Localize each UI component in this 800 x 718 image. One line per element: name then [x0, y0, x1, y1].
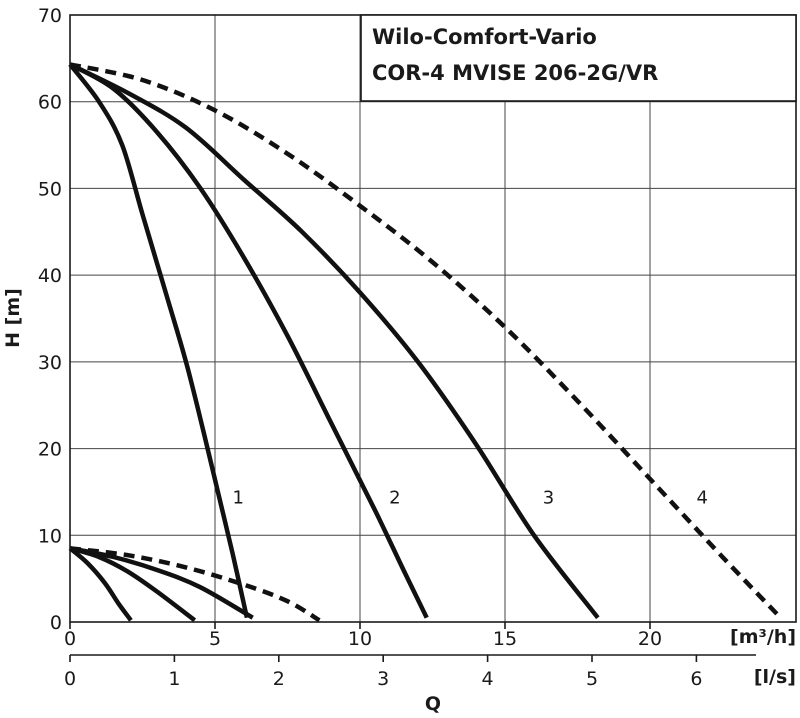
x-tick-label: 10 [348, 628, 372, 650]
curve-3-low [69, 546, 254, 620]
y-tick-label: 20 [38, 439, 62, 461]
curve-label-4: 4 [696, 487, 707, 508]
x-secondary-tick-labels: 0 1 2 3 4 5 6 [64, 655, 702, 690]
curve-labels: 1 2 3 4 [232, 487, 707, 508]
y-tick-label: 60 [38, 92, 62, 114]
y-tick-labels: 0 10 20 30 40 50 60 70 [38, 5, 62, 634]
grid-lines [70, 15, 796, 622]
y-tick-label: 30 [38, 352, 62, 374]
curve-label-2: 2 [389, 487, 400, 508]
x2-tick-label: 4 [482, 668, 494, 690]
x-tick-label: 15 [493, 628, 517, 650]
y-tick-label: 40 [38, 265, 62, 287]
title-line-1: Wilo-Comfort-Vario [372, 25, 597, 49]
y-axis-label: H [m] [2, 288, 24, 348]
curve-1 [68, 63, 250, 619]
curve-label-3: 3 [543, 487, 554, 508]
x-axis-label: Q [425, 693, 441, 715]
y-tick-label: 10 [38, 525, 62, 547]
y-tick-label: 70 [38, 5, 62, 27]
curve-4-low [69, 546, 321, 623]
curve-label-1: 1 [232, 487, 243, 508]
curves [68, 62, 783, 623]
curve-2-low [69, 546, 197, 623]
title-box: Wilo-Comfort-Vario COR-4 MVISE 206-2G/VR [360, 14, 797, 102]
plot-frame [69, 14, 797, 623]
x2-tick-label: 5 [586, 668, 598, 690]
title-line-2: COR-4 MVISE 206-2G/VR [372, 61, 658, 85]
curve-1-low [68, 546, 133, 622]
x2-tick-label: 2 [273, 668, 285, 690]
x-tick-label: 0 [64, 628, 76, 650]
x-tick-label: 5 [209, 628, 221, 650]
x-tick-labels: 0 5 10 15 20 [64, 622, 662, 650]
x-unit-secondary: [l/s] [754, 666, 796, 688]
x2-tick-label: 0 [64, 668, 76, 690]
curve-4 [69, 62, 783, 620]
x2-tick-label: 1 [168, 668, 180, 690]
x2-tick-label: 6 [690, 668, 702, 690]
x-unit-primary: [m³/h] [730, 626, 796, 648]
y-tick-label: 0 [50, 612, 62, 634]
curve-2 [68, 62, 429, 619]
y-tick-label: 50 [38, 178, 62, 200]
x2-tick-label: 3 [377, 668, 389, 690]
curve-3 [69, 62, 600, 620]
x-tick-label: 20 [638, 628, 662, 650]
